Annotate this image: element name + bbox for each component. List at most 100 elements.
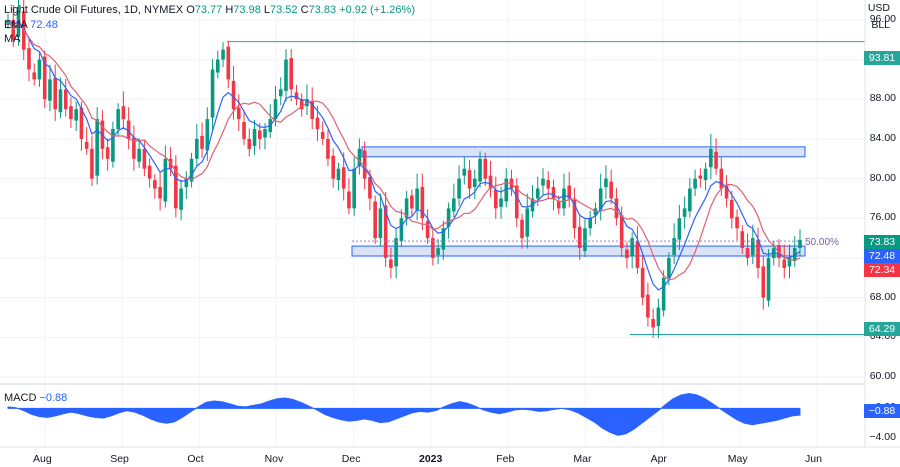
candlesticks xyxy=(6,0,802,338)
candle-body xyxy=(53,77,58,110)
candle-body xyxy=(389,259,393,268)
candle-body xyxy=(473,178,477,188)
candle-body xyxy=(189,158,194,182)
candle-body xyxy=(357,148,362,166)
candle-body xyxy=(200,135,204,149)
currency-bbl: BLL xyxy=(871,19,890,31)
candle-body xyxy=(158,187,162,199)
candle-body xyxy=(90,148,94,179)
open-value: 73.77 xyxy=(194,4,223,16)
price-tick-label: 80.00 xyxy=(869,171,896,184)
candle-body xyxy=(48,79,52,101)
price-tick-label: 60.00 xyxy=(869,370,896,383)
candle-body xyxy=(216,59,220,73)
candle-body xyxy=(27,48,31,70)
candle-body xyxy=(195,138,199,159)
close-value: 73.83 xyxy=(308,4,337,16)
candle-body xyxy=(661,277,666,311)
ema-legend[interactable]: EMA 72.48 xyxy=(4,19,58,31)
candle-body xyxy=(153,180,157,189)
candle-body xyxy=(74,109,78,121)
candle-body xyxy=(142,148,147,169)
candle-body xyxy=(756,239,760,268)
high-value: 73.98 xyxy=(233,4,261,16)
candle-body xyxy=(347,191,351,209)
macd-legend[interactable]: MACD −0.88 xyxy=(4,392,67,404)
candle-body xyxy=(425,221,430,239)
candle-body xyxy=(378,208,383,239)
ma-legend[interactable]: MA xyxy=(4,33,21,45)
candle-body xyxy=(58,89,63,113)
time-tick-label: Aug xyxy=(33,453,52,465)
candle-body xyxy=(766,257,771,301)
low-label: L xyxy=(263,4,271,16)
candle-body xyxy=(121,106,126,120)
macd-tick-label: −4.00 xyxy=(869,431,896,444)
candle-body xyxy=(651,319,655,328)
time-tick-label: Mar xyxy=(573,453,592,465)
candle-body xyxy=(719,168,724,189)
candle-body xyxy=(242,122,246,139)
candle-body xyxy=(315,117,320,130)
price-badge: 72.34 xyxy=(864,263,900,277)
low-value: 73.52 xyxy=(270,4,298,16)
macd-label: MACD xyxy=(4,392,37,404)
candle-body xyxy=(320,131,325,139)
high-label: H xyxy=(225,4,234,16)
price-tick-label: 76.00 xyxy=(869,211,896,224)
candle-body xyxy=(441,228,446,250)
ema-line xyxy=(7,19,801,291)
price-tick-label: 84.00 xyxy=(869,131,896,144)
candle-body xyxy=(483,158,488,179)
candle-body xyxy=(625,249,629,258)
candle-body xyxy=(257,130,262,139)
candle-body xyxy=(598,188,603,210)
candle-body xyxy=(667,257,671,278)
candle-body xyxy=(226,46,231,80)
candle-body xyxy=(782,259,787,268)
price-badge: 73.83 xyxy=(864,235,900,249)
candle-body xyxy=(231,80,236,110)
candle-body xyxy=(63,89,68,110)
candle-body xyxy=(520,219,524,239)
candle-body xyxy=(184,178,189,188)
candle-body xyxy=(499,198,503,207)
symbol-title: Light Crude Oil Futures, 1D, NYMEX xyxy=(4,4,184,16)
candle-body xyxy=(436,248,440,256)
candle-body xyxy=(132,137,136,159)
candle-body xyxy=(735,216,739,229)
candle-body xyxy=(551,187,556,199)
candle-body xyxy=(688,188,692,212)
candle-body xyxy=(630,238,634,257)
candle-body xyxy=(331,155,335,179)
candle-body xyxy=(562,188,566,209)
candle-body xyxy=(37,59,42,80)
candle-body xyxy=(682,208,687,217)
candle-body xyxy=(656,307,661,326)
price-tick-label: 88.00 xyxy=(869,92,896,105)
candle-body xyxy=(394,238,398,267)
level-top-badge: 93.81 xyxy=(864,51,900,65)
candle-body xyxy=(310,100,315,120)
candle-body xyxy=(588,218,592,229)
candle-body xyxy=(6,19,10,23)
time-tick-label: Feb xyxy=(496,453,515,465)
candle-body xyxy=(404,198,409,219)
candle-body xyxy=(431,238,435,258)
candle-body xyxy=(147,165,152,179)
candle-body xyxy=(761,266,766,298)
candle-body xyxy=(116,109,120,130)
candle-body xyxy=(95,119,99,176)
candle-body xyxy=(294,92,299,100)
candle-body xyxy=(137,148,141,162)
candle-body xyxy=(535,188,540,199)
candle-body xyxy=(174,165,178,209)
candle-body xyxy=(284,59,288,91)
candle-body xyxy=(452,198,456,212)
candle-body xyxy=(724,185,729,199)
ma-label: MA xyxy=(4,33,21,45)
candle-body xyxy=(698,175,703,179)
candle-body xyxy=(247,138,252,149)
currency-unit[interactable]: USD BLL xyxy=(868,0,890,34)
